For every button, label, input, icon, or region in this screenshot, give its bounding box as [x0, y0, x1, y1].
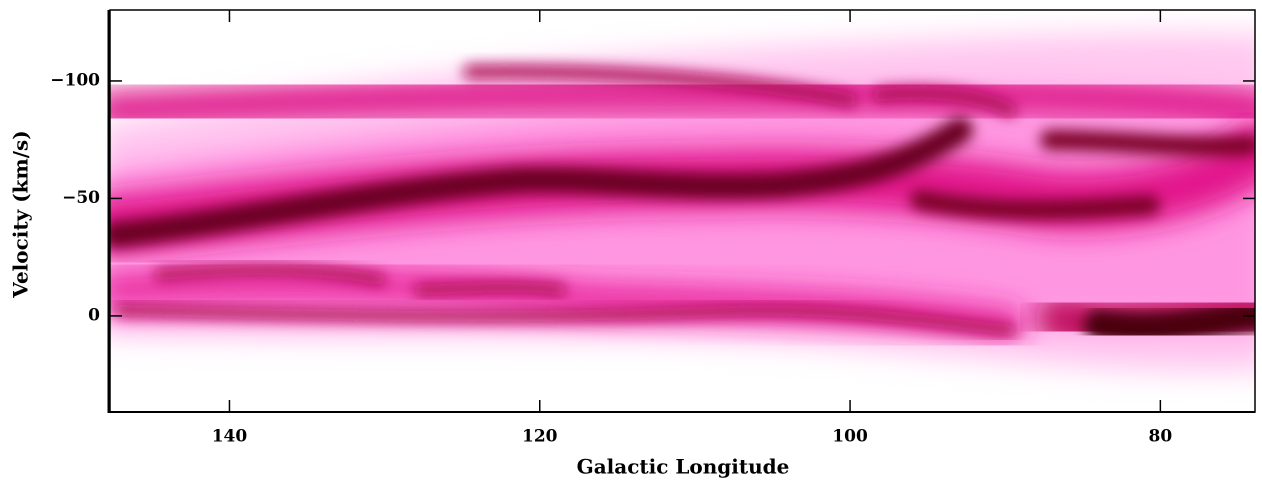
y-axis-label: Velocity (km/s) [9, 130, 33, 298]
emission-map [110, 33, 1255, 372]
x-tick-label: 120 [522, 427, 558, 447]
y-tick-label: −100 [50, 70, 100, 90]
y-tick-label: 0 [88, 305, 100, 325]
x-tick-label: 80 [1149, 427, 1173, 447]
y-tick-label: −50 [62, 188, 100, 208]
x-tick-label: 140 [212, 427, 248, 447]
x-axis-label: Galactic Longitude [577, 455, 790, 479]
x-tick-label: 100 [832, 427, 868, 447]
